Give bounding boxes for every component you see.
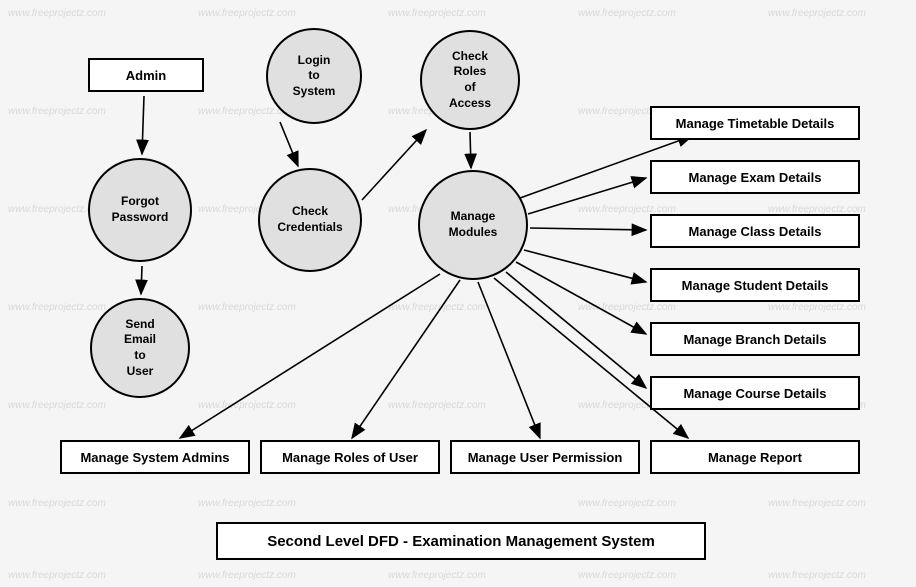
edge-arrow [352, 280, 460, 438]
watermark-text: www.freeprojectz.com [198, 400, 296, 411]
node-sendemail: SendEmailtoUser [90, 298, 190, 398]
node-course: Manage Course Details [650, 376, 860, 410]
watermark-text: www.freeprojectz.com [8, 400, 106, 411]
watermark-text: www.freeprojectz.com [198, 302, 296, 313]
edge-arrow [362, 130, 426, 200]
watermark-text: www.freeprojectz.com [198, 8, 296, 19]
node-timetable: Manage Timetable Details [650, 106, 860, 140]
node-exam: Manage Exam Details [650, 160, 860, 194]
edge-arrow [516, 262, 646, 334]
watermark-text: www.freeprojectz.com [578, 570, 676, 581]
edge-arrow [142, 96, 144, 154]
watermark-text: www.freeprojectz.com [768, 8, 866, 19]
watermark-text: www.freeprojectz.com [768, 498, 866, 509]
node-branch: Manage Branch Details [650, 322, 860, 356]
watermark-text: www.freeprojectz.com [388, 400, 486, 411]
node-report: Manage Report [650, 440, 860, 474]
node-class: Manage Class Details [650, 214, 860, 248]
node-admin: Admin [88, 58, 204, 92]
edge-arrow [494, 278, 688, 438]
watermark-text: www.freeprojectz.com [198, 570, 296, 581]
watermark-text: www.freeprojectz.com [578, 8, 676, 19]
node-checkcred: CheckCredentials [258, 168, 362, 272]
watermark-text: www.freeprojectz.com [8, 570, 106, 581]
edge-arrow [280, 122, 298, 166]
diagram-title: Second Level DFD - Examination Managemen… [216, 522, 706, 560]
watermark-text: www.freeprojectz.com [578, 302, 676, 313]
watermark-text: www.freeprojectz.com [8, 302, 106, 313]
edge-arrow [478, 282, 540, 438]
edge-arrow [530, 228, 646, 230]
watermark-text: www.freeprojectz.com [8, 498, 106, 509]
watermark-text: www.freeprojectz.com [388, 8, 486, 19]
node-rolesuser: Manage Roles of User [260, 440, 440, 474]
watermark-text: www.freeprojectz.com [8, 106, 106, 117]
watermark-text: www.freeprojectz.com [198, 498, 296, 509]
watermark-text: www.freeprojectz.com [8, 8, 106, 19]
edge-arrow [180, 274, 440, 438]
watermark-text: www.freeprojectz.com [388, 570, 486, 581]
watermark-text: www.freeprojectz.com [768, 570, 866, 581]
diagram-title-text: Second Level DFD - Examination Managemen… [267, 533, 655, 550]
edge-arrow [506, 272, 646, 388]
node-userperm: Manage User Permission [450, 440, 640, 474]
watermark-text: www.freeprojectz.com [388, 302, 486, 313]
node-login: LogintoSystem [266, 28, 362, 124]
edge-arrow [470, 132, 471, 168]
node-managemod: ManageModules [418, 170, 528, 280]
node-checkroles: CheckRolesofAccess [420, 30, 520, 130]
node-forgot: ForgotPassword [88, 158, 192, 262]
watermark-text: www.freeprojectz.com [578, 498, 676, 509]
edge-arrow [141, 266, 142, 294]
edge-arrow [524, 250, 646, 282]
watermark-text: www.freeprojectz.com [768, 302, 866, 313]
edge-arrow [528, 178, 646, 214]
node-sysadmins: Manage System Admins [60, 440, 250, 474]
node-student: Manage Student Details [650, 268, 860, 302]
